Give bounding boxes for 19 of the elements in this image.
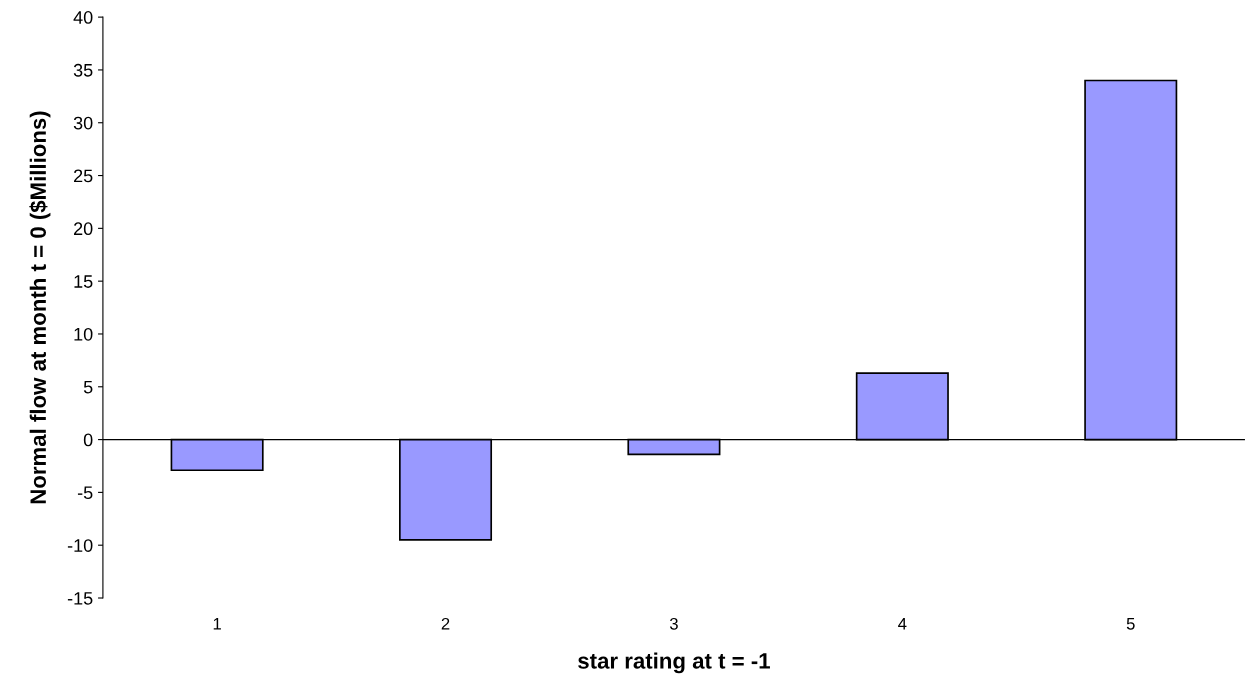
x-tick-label: 2 — [441, 617, 450, 630]
y-tick-label: 25 — [74, 169, 93, 183]
x-tick-label: 1 — [213, 618, 221, 630]
x-tick-label: 5 — [1126, 618, 1135, 630]
y-tick-label: 10 — [74, 327, 93, 341]
y-tick-label: 40 — [73, 11, 93, 24]
y-tick-label: 20 — [74, 222, 93, 236]
y-tick-label: -15 — [67, 592, 93, 605]
y-tick-label: -5 — [77, 486, 93, 500]
y-tick-label: -10 — [67, 539, 93, 552]
y-tick-label: 15 — [74, 275, 93, 288]
x-axis-title: star rating at t = -1 — [578, 652, 770, 674]
y-tick-label: 5 — [83, 380, 93, 394]
y-axis-title: Normal flow at month t = 0 ($Millions) — [29, 111, 51, 504]
x-tick-label: 3 — [669, 617, 678, 630]
y-tick-label: 30 — [73, 116, 93, 130]
y-tick-label: 35 — [73, 63, 93, 77]
x-tick-label: 4 — [898, 618, 907, 630]
y-tick-label: 0 — [83, 433, 93, 447]
